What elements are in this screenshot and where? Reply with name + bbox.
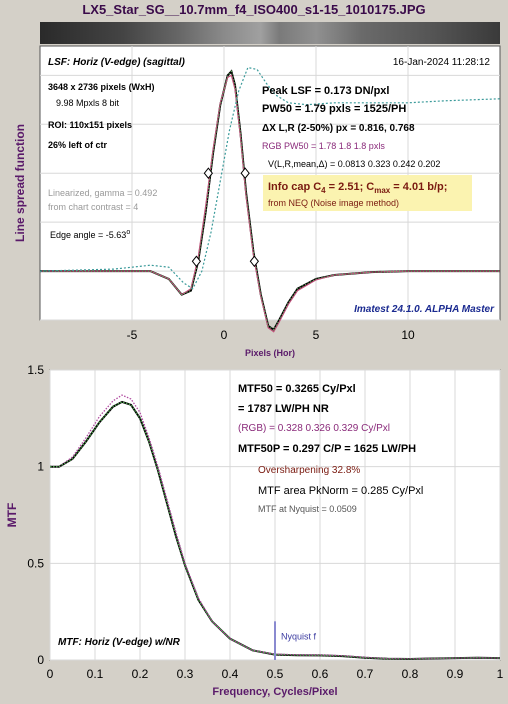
mtf50-lwph: = 1787 LW/PH NR	[238, 403, 329, 415]
mtf-x-ticks: 0 0.1 0.2 0.3 0.4 0.5 0.6 0.7 0.8 0.9 1	[47, 667, 504, 681]
lsf-chart-title: LSF: Horiz (V-edge) (sagittal)	[48, 57, 186, 68]
mtf-x-tick-label: 0	[47, 667, 54, 681]
mtf-y-tick-label: 0.5	[27, 556, 44, 570]
mtf-y-tick-label: 0	[37, 653, 44, 667]
mtf-x-tick-label: 0.5	[267, 667, 284, 681]
peak-lsf-value: Peak LSF = 0.173 DN/pxl	[262, 85, 389, 97]
lsf-date: 16-Jan-2024 11:28:12	[393, 57, 491, 68]
lsf-marker	[249, 255, 260, 268]
mtf50-value: MTF50 = 0.3265 Cy/Pxl	[238, 383, 356, 395]
mtf-x-tick-label: 0.7	[357, 667, 374, 681]
info-capacity-box	[263, 175, 472, 211]
lsf-mpxls: 9.98 Mpxls 8 bit	[56, 98, 120, 108]
mtf-chart-title: MTF: Horiz (V-edge) w/NR	[58, 637, 181, 648]
mtf-x-tick-label: 0.3	[177, 667, 194, 681]
mtf-area-value: MTF area PkNorm = 0.285 Cy/Pxl	[258, 485, 423, 497]
mtf-rgb-values: (RGB) = 0.328 0.326 0.329 Cy/Pxl	[238, 423, 390, 434]
oversharpening-value: Oversharpening 32.8%	[258, 465, 360, 476]
edge-image-strip	[40, 22, 500, 44]
lsf-pixels: 3648 x 2736 pixels (WxH)	[48, 82, 155, 92]
mtf-x-tick-label: 0.2	[132, 667, 149, 681]
mtf-x-tick-label: 0.9	[447, 667, 464, 681]
v-values: V(L,R,mean,Δ) = 0.0813 0.323 0.242 0.202	[268, 159, 440, 169]
mtf-x-tick-label: 1	[497, 667, 504, 681]
lsf-marker	[191, 255, 202, 268]
rgb-pw50-value: RGB PW50 = 1.78 1.8 1.8 pxls	[262, 141, 385, 151]
mtf-x-tick-label: 0.1	[87, 667, 104, 681]
lsf-x-tick-label: -5	[127, 328, 138, 342]
mtf-y-ticks: 0 0.5 1 1.5	[27, 363, 44, 667]
mtf-x-axis-label: Frequency, Cycles/Pixel	[212, 686, 337, 698]
mtf-y-tick-label: 1.5	[27, 363, 44, 377]
lsf-series	[39, 66, 501, 333]
mtf-nyquist-value: MTF at Nyquist = 0.0509	[258, 504, 357, 514]
mtf50p-value: MTF50P = 0.297 C/P = 1625 LW/PH	[238, 443, 416, 455]
imatest-version: Imatest 24.1.0. ALPHA Master	[354, 304, 495, 315]
lsf-edge-angle: Edge angle = -5.63o	[50, 229, 130, 240]
nyquist-label: Nyquist f	[281, 631, 317, 641]
mtf-y-tick-label: 1	[37, 460, 44, 474]
lsf-series-esf	[39, 66, 501, 290]
lsf-series-r	[40, 74, 500, 333]
lsf-x-tick-label: 0	[221, 328, 228, 342]
lsf-location: 26% left of ctr	[48, 140, 108, 150]
lsf-x-ticks: -5 0 5 10	[127, 328, 415, 342]
lsf-y-axis-label: Line spread function	[13, 124, 27, 242]
mtf-x-tick-label: 0.6	[312, 667, 329, 681]
pw50-value: PW50 = 1.79 pxls = 1525/PH	[262, 103, 406, 115]
lsf-marker	[203, 167, 214, 180]
mtf-x-tick-label: 0.4	[222, 667, 239, 681]
mtf-series	[50, 394, 501, 661]
lsf-x-tick-label: 10	[401, 328, 415, 342]
lsf-linearized: Linearized, gamma = 0.492	[48, 188, 157, 198]
mtf-x-tick-label: 0.8	[402, 667, 419, 681]
neq-text: from NEQ (Noise image method)	[268, 198, 399, 208]
lsf-x-axis-label: Pixels (Hor)	[245, 348, 295, 358]
window-title: LX5_Star_SG__10.7mm_f4_ISO400_s1-15_1010…	[82, 2, 426, 17]
mtf-y-axis-label: MTF	[5, 503, 19, 528]
lsf-roi: ROI: 110x151 pixels	[48, 120, 132, 130]
lsf-x-tick-label: 5	[313, 328, 320, 342]
info-capacity-text: Info cap C4 = 2.51; Cmax = 4.01 b/p;	[268, 181, 447, 195]
lsf-contrast: from chart contrast = 4	[48, 202, 138, 212]
lsf-marker	[240, 167, 250, 180]
mtf-series-r	[50, 394, 501, 660]
delta-x-value: ΔX L,R (2-50%) px = 0.816, 0.768	[262, 123, 415, 134]
